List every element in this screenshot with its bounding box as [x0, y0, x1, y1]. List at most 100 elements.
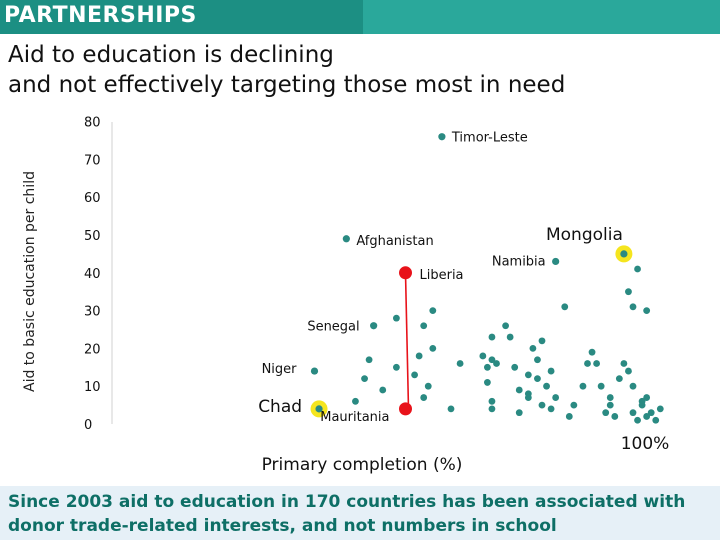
point-liberia [399, 266, 412, 280]
data-point-64 [625, 288, 632, 296]
data-point-6 [456, 360, 464, 367]
data-point-46 [593, 360, 600, 367]
data-point-25 [488, 397, 496, 405]
point-niger [310, 367, 319, 375]
data-point-24 [488, 405, 496, 413]
footer-caption: Since 2003 aid to education in 170 count… [8, 490, 713, 538]
y-tick-label-0: 0 [84, 418, 92, 433]
data-point-45 [588, 348, 596, 356]
point-chad [315, 405, 323, 413]
data-point-0 [420, 322, 428, 330]
data-point-61 [643, 394, 651, 401]
data-point-62 [652, 416, 660, 424]
x-axis-end-label: 100% [621, 434, 670, 454]
data-point-34 [538, 337, 546, 345]
point-timor-leste [438, 133, 446, 141]
data-point-10 [361, 375, 368, 383]
y-tick-label-20: 20 [84, 342, 101, 357]
header-accent [0, 0, 363, 34]
data-point-20 [506, 333, 514, 341]
y-tick-label-80: 80 [84, 116, 101, 131]
label-afghanistan: Afghanistan [356, 234, 433, 249]
data-point-65 [629, 303, 637, 311]
data-point-38 [547, 405, 555, 413]
section-title: PARTNERSHIPS [4, 3, 197, 28]
y-tick-label-10: 10 [84, 380, 101, 395]
data-point-21 [511, 363, 519, 371]
data-point-49 [606, 401, 614, 409]
data-point-22 [515, 386, 523, 394]
point-namibia [552, 257, 560, 266]
data-point-32 [529, 345, 537, 352]
slide-title: Aid to education is declining and not ef… [8, 40, 565, 100]
footer-line-1: Since 2003 aid to education in 170 count… [8, 492, 686, 512]
data-point-37 [538, 401, 546, 409]
data-point-47 [597, 382, 605, 390]
header-bar: PARTNERSHIPS [0, 0, 720, 34]
data-point-17 [488, 333, 496, 341]
data-point-63 [656, 405, 664, 413]
data-point-57 [634, 416, 641, 424]
label-senegal: Senegal [307, 320, 359, 335]
data-point-9 [365, 356, 373, 364]
data-point-43 [579, 382, 587, 390]
label-niger: Niger [262, 362, 298, 377]
data-point-14 [379, 386, 387, 394]
y-tick-label-50: 50 [84, 229, 101, 244]
data-point-31 [534, 375, 541, 383]
data-point-44 [584, 360, 591, 367]
data-point-36 [543, 382, 550, 390]
highlight-link-0 [404, 272, 410, 409]
data-point-1 [429, 307, 437, 314]
data-point-66 [634, 265, 641, 273]
data-point-8 [447, 405, 455, 413]
data-point-35 [547, 367, 555, 375]
footer-line-2: donor trade-related interests, and not n… [8, 516, 557, 536]
data-point-41 [561, 303, 569, 311]
label-liberia: Liberia [420, 268, 464, 283]
point-mauritania [399, 402, 412, 416]
data-point-33 [534, 356, 541, 364]
data-point-23 [515, 409, 523, 417]
data-point-11 [352, 397, 359, 405]
data-point-2 [393, 314, 400, 322]
data-point-15 [479, 352, 487, 360]
data-point-67 [638, 397, 646, 405]
title-line-2: and not effectively targeting those most… [8, 72, 566, 98]
data-point-59 [643, 413, 651, 420]
y-tick-label-70: 70 [84, 153, 101, 168]
data-point-13 [420, 394, 428, 401]
data-point-48 [602, 409, 610, 417]
data-point-39 [552, 394, 560, 401]
label-mongolia: Mongolia [546, 225, 623, 245]
data-point-5 [429, 345, 437, 352]
data-point-53 [620, 360, 628, 367]
y-tick-label-30: 30 [84, 305, 101, 320]
y-tick-label-40: 40 [84, 267, 101, 282]
data-point-18 [493, 360, 500, 367]
data-point-68 [643, 307, 651, 314]
data-point-19 [502, 322, 509, 330]
label-timor-leste: Timor-Leste [451, 131, 528, 146]
point-afghanistan [342, 235, 350, 243]
y-tick-label-60: 60 [84, 191, 101, 206]
point-mongolia [620, 250, 628, 258]
data-point-27 [488, 356, 496, 364]
x-axis-label: Primary completion (%) [262, 455, 463, 475]
label-mauritania: Mauritania [320, 410, 389, 425]
data-point-26 [484, 379, 491, 386]
data-point-7 [424, 382, 432, 390]
data-point-40 [565, 413, 573, 420]
data-point-12 [411, 371, 418, 379]
data-point-55 [629, 382, 637, 390]
title-line-1: Aid to education is declining [8, 42, 334, 68]
data-point-56 [629, 409, 637, 417]
data-point-54 [625, 367, 632, 375]
data-point-29 [524, 394, 532, 401]
footer-band [0, 486, 720, 540]
data-point-42 [570, 401, 578, 409]
label-chad: Chad [258, 397, 302, 417]
data-point-51 [606, 394, 614, 401]
data-point-4 [393, 363, 400, 371]
